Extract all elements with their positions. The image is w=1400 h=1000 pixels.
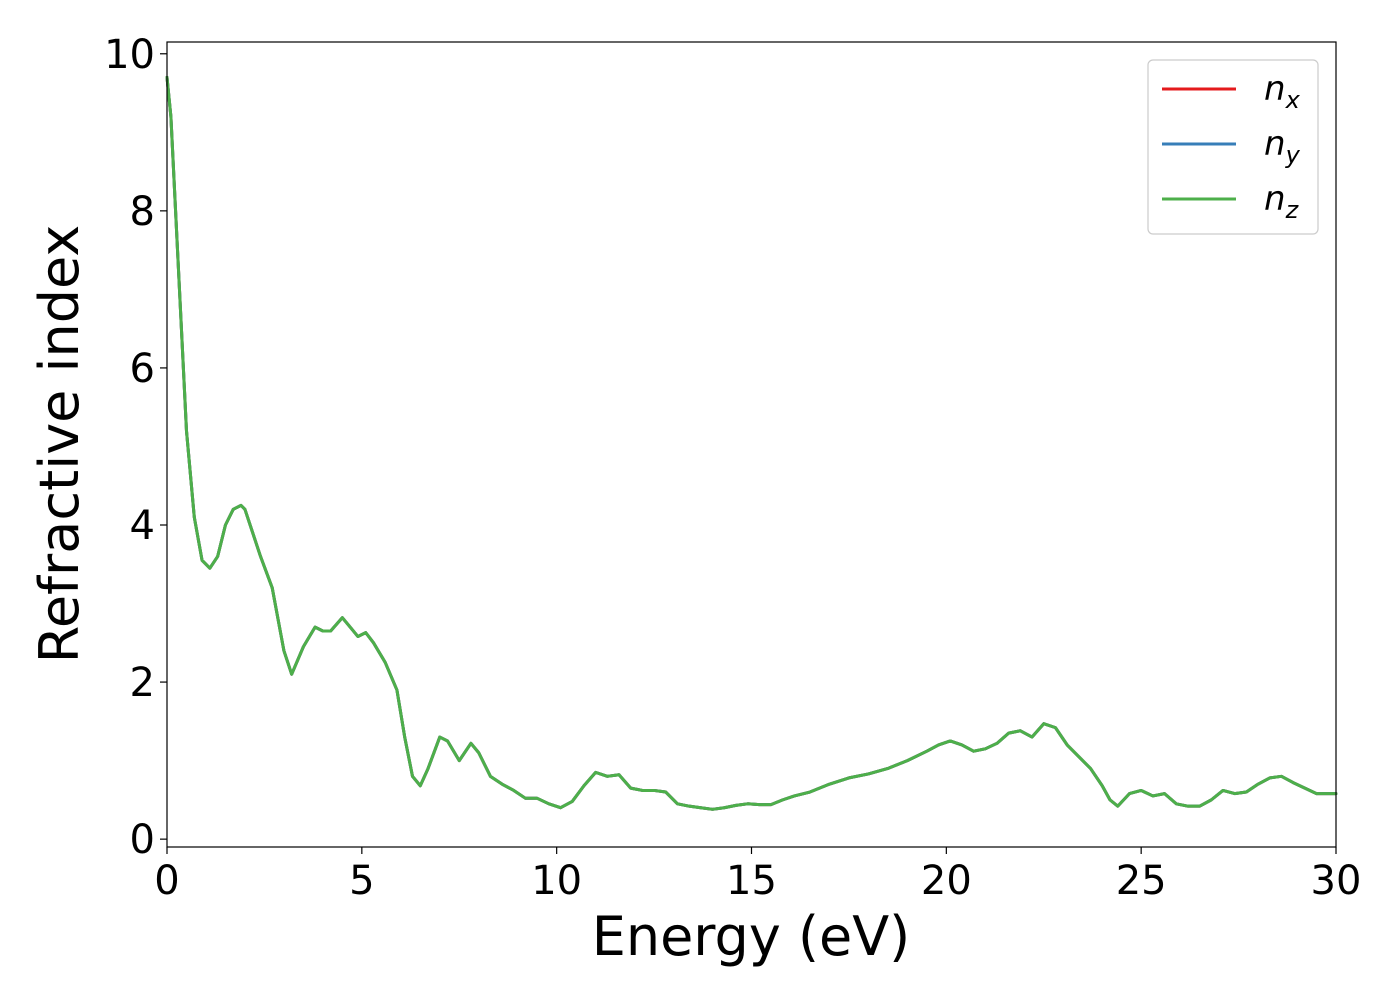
legend-label-n_z: nz	[1264, 179, 1300, 224]
y-tick-label: 8	[130, 189, 155, 235]
x-tick-label: 15	[726, 858, 777, 904]
x-tick-label: 20	[921, 858, 972, 904]
legend-box	[1147, 59, 1319, 235]
x-tick-label: 25	[1116, 858, 1167, 904]
y-tick-label: 4	[130, 503, 155, 549]
legend-label-subscript: z	[1285, 196, 1300, 224]
y-tick-label: 10	[104, 32, 155, 78]
series-line-n_z	[165, 75, 1338, 811]
y-tick-label: 2	[130, 660, 155, 706]
series-layer	[165, 75, 1338, 811]
legend-label-subscript: y	[1285, 141, 1301, 169]
legend-label-n_x: nx	[1264, 69, 1301, 114]
x-axis: 0 5 10 15 20 25 30	[154, 847, 1361, 904]
legend-label-base: n	[1264, 124, 1286, 164]
x-tick-label: 30	[1311, 858, 1362, 904]
y-axis-label: Refractive index	[28, 225, 91, 664]
x-tick-label: 5	[349, 858, 374, 904]
y-tick-label: 6	[130, 346, 155, 392]
x-axis-label: Energy (eV)	[592, 905, 911, 968]
legend-label-subscript: x	[1285, 86, 1301, 114]
x-tick-label: 0	[154, 858, 179, 904]
x-tick-label: 10	[531, 858, 582, 904]
legend-label-base: n	[1264, 179, 1286, 219]
y-tick-label: 0	[130, 817, 155, 863]
y-axis: 0 2 4 6 8 10	[104, 32, 167, 863]
legend-label-base: n	[1264, 69, 1286, 109]
legend-label-n_y: ny	[1264, 124, 1301, 169]
plot-area	[167, 42, 1336, 847]
